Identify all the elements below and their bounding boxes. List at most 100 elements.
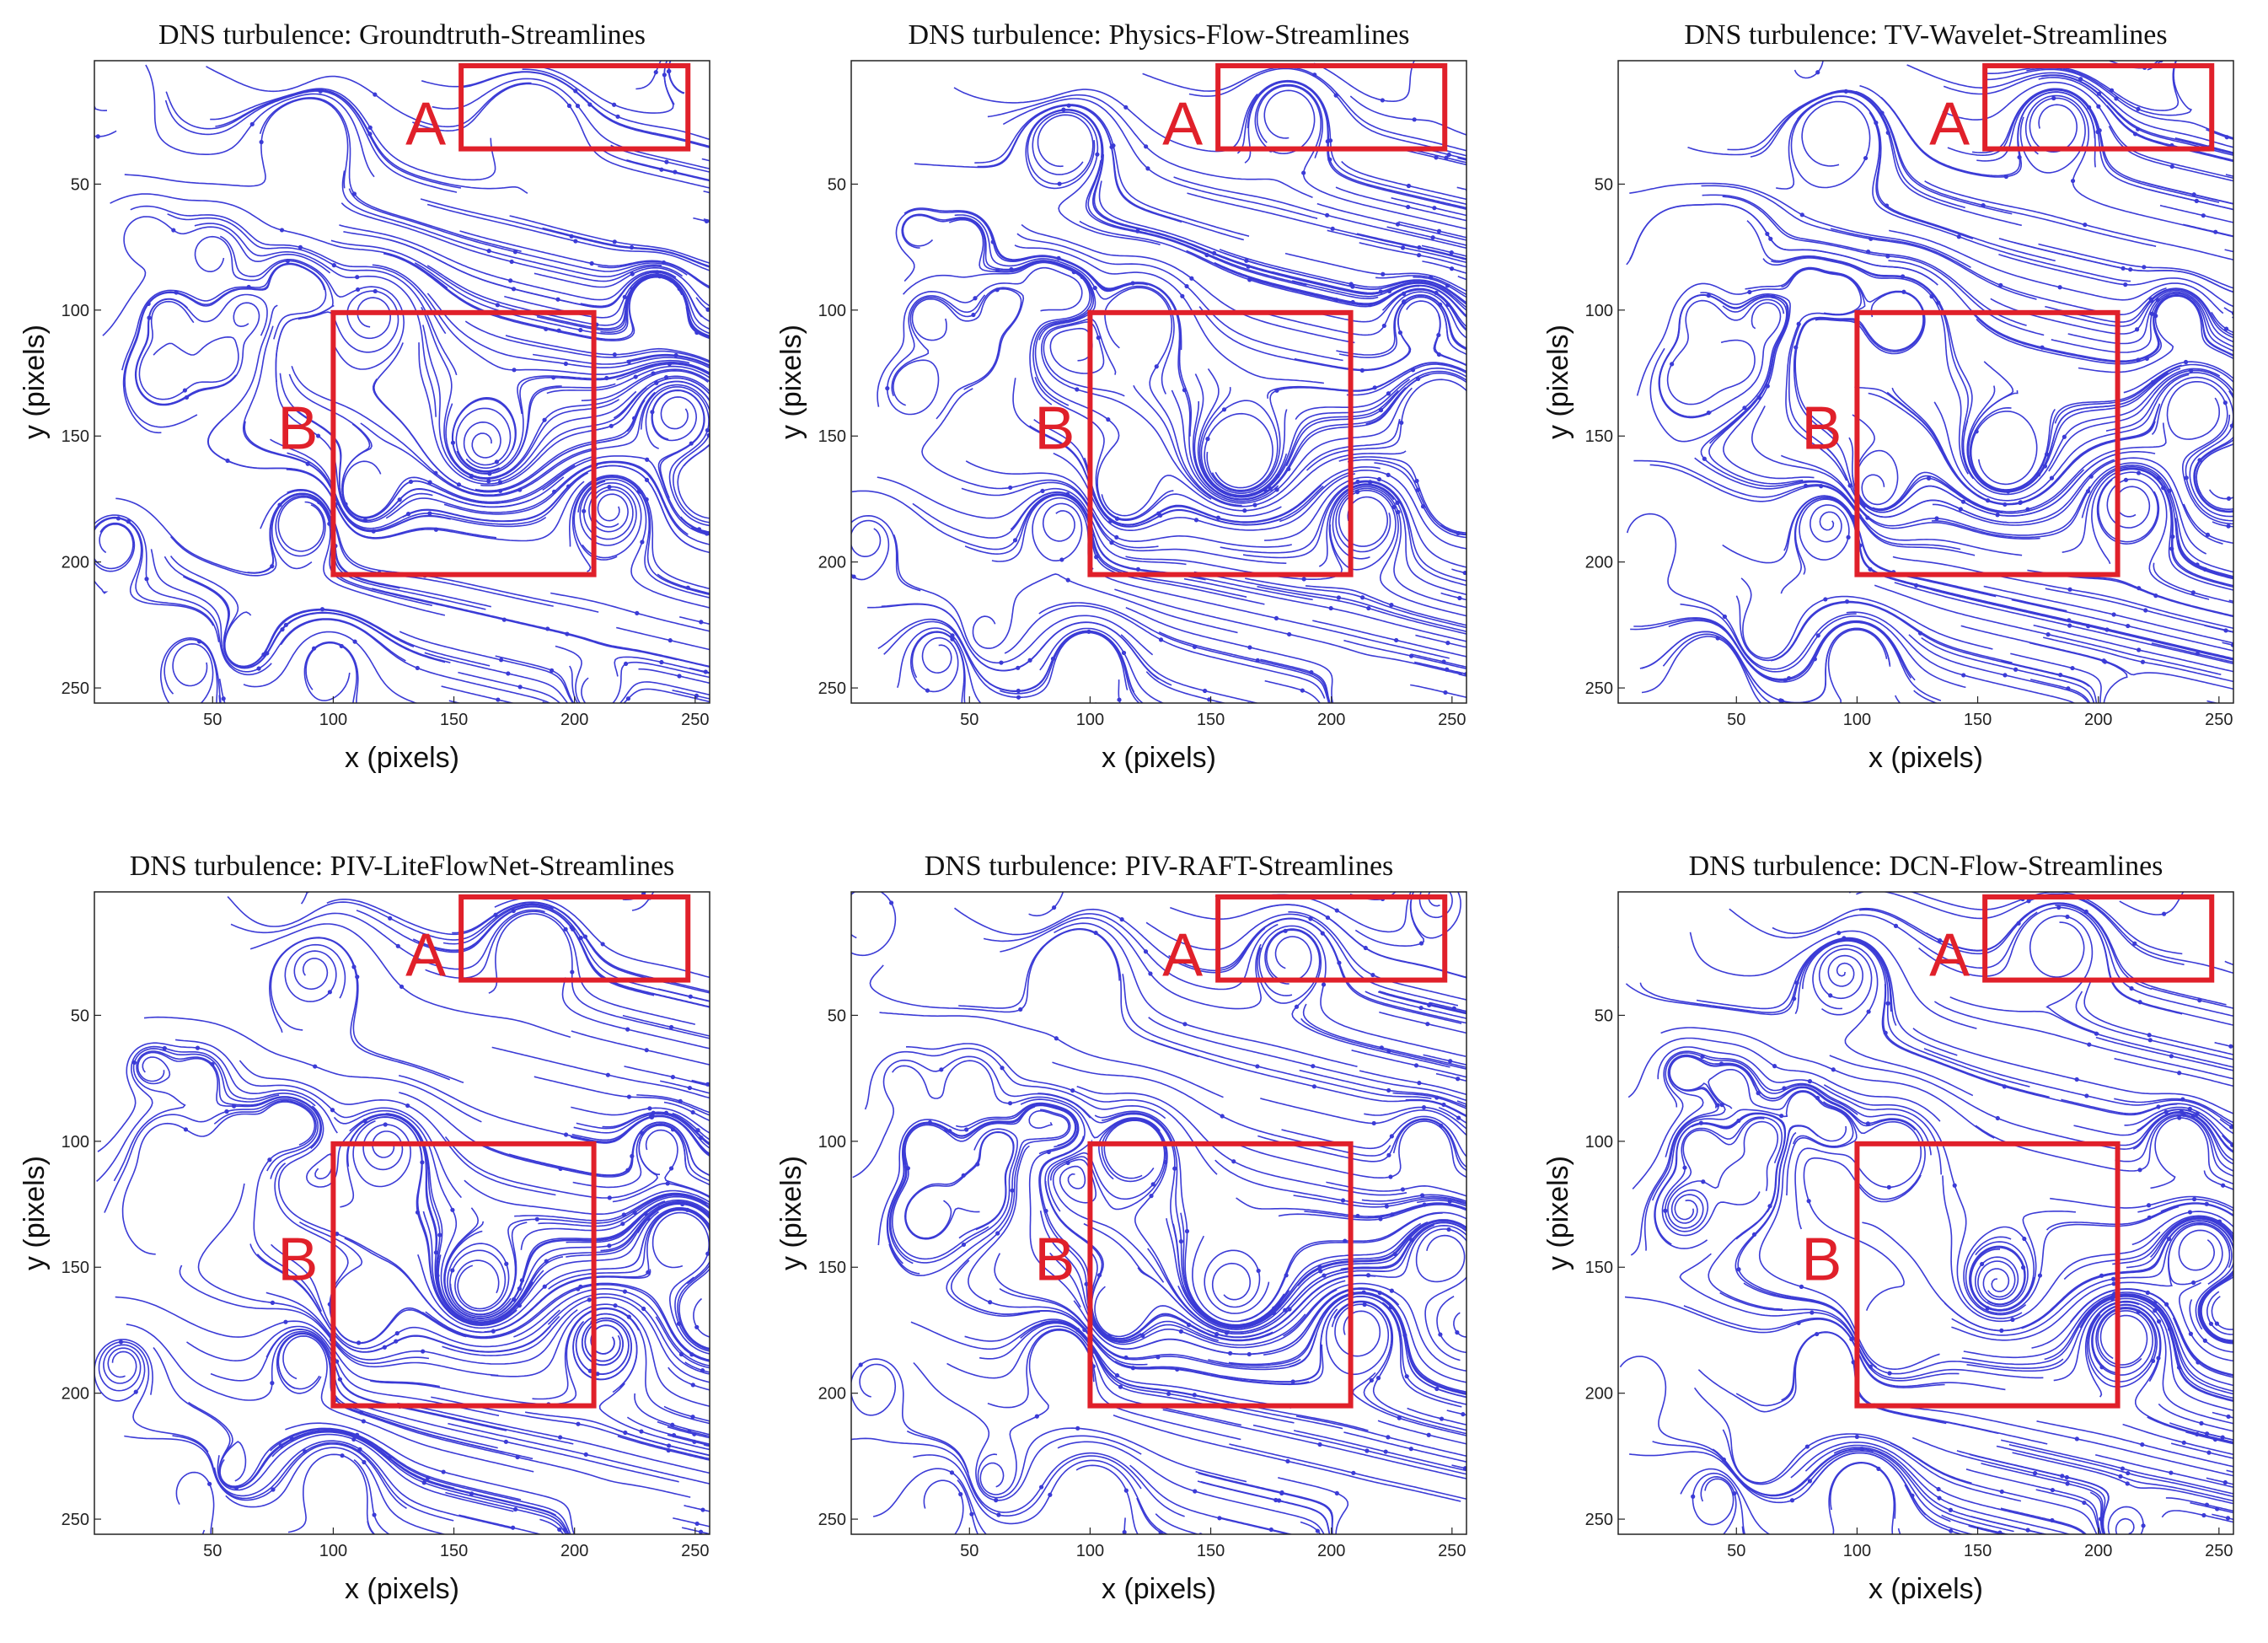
region-label-b: B <box>1034 395 1075 462</box>
streamline-arrow <box>1929 294 1934 299</box>
streamline-arrow <box>1893 923 1899 929</box>
streamline-arrow <box>1220 1114 1225 1119</box>
streamline-arrow <box>2149 311 2154 316</box>
x-tick-label: 200 <box>1317 711 1345 729</box>
streamline-arrow <box>1408 653 1414 658</box>
y-axis-label: y (pixels) <box>775 325 807 439</box>
streamline-arrow <box>961 1242 967 1248</box>
streamline-arrow <box>715 421 719 426</box>
streamline-arrow <box>576 1421 581 1426</box>
streamline <box>1741 1526 1745 1534</box>
streamline-arrow <box>665 1181 670 1186</box>
streamline-arrow <box>2197 458 2202 463</box>
streamline-arrow <box>2123 282 2128 287</box>
streamline-arrow <box>2226 524 2231 529</box>
y-tick-label: 250 <box>818 1511 846 1529</box>
streamline-arrow <box>1461 1412 1466 1417</box>
streamline-arrow <box>2137 1000 2142 1005</box>
streamline-arrow <box>1995 1115 2000 1121</box>
streamline <box>94 107 108 112</box>
streamline-arrow <box>357 1447 362 1452</box>
streamline-arrow <box>499 658 504 663</box>
streamline-arrow <box>1059 557 1064 562</box>
streamline-arrow <box>556 328 561 333</box>
streamline-arrow <box>1365 1448 1370 1453</box>
streamline-arrow <box>2179 1109 2184 1114</box>
streamline-arrow <box>1221 407 1227 412</box>
plot-area <box>1618 892 2233 1534</box>
streamline-arrow <box>623 661 629 667</box>
streamline-arrow <box>2205 532 2211 537</box>
streamline-arrow <box>1395 222 1401 227</box>
streamline-arrow <box>677 674 682 679</box>
streamline-arrow <box>1325 139 1330 144</box>
streamline-arrow <box>1075 387 1080 392</box>
streamline-arrow <box>615 114 620 119</box>
streamline-arrow <box>2229 1125 2233 1130</box>
streamline-arrow <box>2177 1115 2182 1120</box>
streamline-arrow <box>2101 658 2106 663</box>
y-tick-label: 50 <box>828 1007 846 1025</box>
streamline-arrow <box>587 1297 592 1302</box>
x-tick-label: 250 <box>1438 1542 1466 1560</box>
streamline-arrow <box>126 518 131 524</box>
plot-frame <box>1617 891 2234 1535</box>
streamline-arrow <box>1369 1377 1374 1383</box>
streamline-arrow <box>1166 1391 1172 1397</box>
streamline-arrow <box>351 1436 357 1442</box>
streamline-arrow <box>1114 534 1119 540</box>
streamline-arrow <box>1150 1182 1155 1187</box>
streamline-arrow <box>450 1268 455 1273</box>
streamline-arrow <box>1285 1458 1290 1463</box>
streamline-arrow <box>2187 1210 2193 1215</box>
streamline-arrow <box>692 1439 697 1444</box>
streamline-arrow <box>625 1027 630 1032</box>
streamline-arrow <box>1917 631 1923 636</box>
streamline-arrow <box>1178 1238 1183 1244</box>
streamline-arrow <box>651 371 656 376</box>
streamline-arrow <box>1330 226 1335 231</box>
streamline-arrow <box>2057 285 2062 290</box>
streamline-arrow <box>2137 647 2142 652</box>
streamline-arrow <box>2087 1042 2092 1047</box>
streamline-arrow <box>2141 1523 2146 1528</box>
streamline-arrow <box>705 307 710 312</box>
streamline-arrow <box>551 375 556 380</box>
streamline-arrow <box>2204 1502 2210 1507</box>
panel-title: DNS turbulence: Groundtruth-Streamlines <box>158 19 646 51</box>
streamline-arrow <box>405 1103 410 1109</box>
streamline-arrow <box>1885 1001 1890 1006</box>
streamline-arrow <box>183 1127 189 1132</box>
streamline-arrow <box>552 489 557 494</box>
streamline-arrow <box>2050 1487 2055 1493</box>
streamline-arrow <box>1154 364 1159 369</box>
streamline-arrow <box>999 660 1004 665</box>
streamline-arrow <box>1706 411 1711 416</box>
streamline-arrow <box>1980 1261 1985 1267</box>
streamline-arrow <box>1961 673 1966 678</box>
streamline-arrow <box>698 1529 704 1534</box>
streamline-arrow <box>676 1321 682 1326</box>
streamline-arrow <box>355 287 361 293</box>
streamline-arrow <box>1108 518 1113 524</box>
streamline <box>703 1444 710 1447</box>
streamline-arrow <box>2229 423 2233 428</box>
streamline-arrow <box>182 388 187 393</box>
streamline-arrow <box>705 427 710 433</box>
streamline-arrow <box>1255 1064 1260 1069</box>
streamline-arrow <box>1419 1193 1425 1198</box>
streamline-arrow <box>319 607 325 612</box>
x-tick-label: 50 <box>1727 1542 1745 1560</box>
streamline-arrow <box>1904 706 1908 711</box>
streamline-arrow <box>289 1436 294 1442</box>
streamline-arrow <box>1866 1009 1871 1014</box>
streamline-arrow <box>1000 1066 1005 1071</box>
streamline-arrow <box>2110 1276 2116 1281</box>
streamline-arrow <box>2013 667 2019 672</box>
streamline <box>1968 1525 2006 1534</box>
y-axis-label: y (pixels) <box>775 1156 807 1270</box>
streamline-arrow <box>888 900 894 905</box>
streamline-arrow <box>1370 972 1375 978</box>
streamline-arrow <box>1806 1199 1811 1204</box>
streamline-arrow <box>1007 1101 1013 1106</box>
